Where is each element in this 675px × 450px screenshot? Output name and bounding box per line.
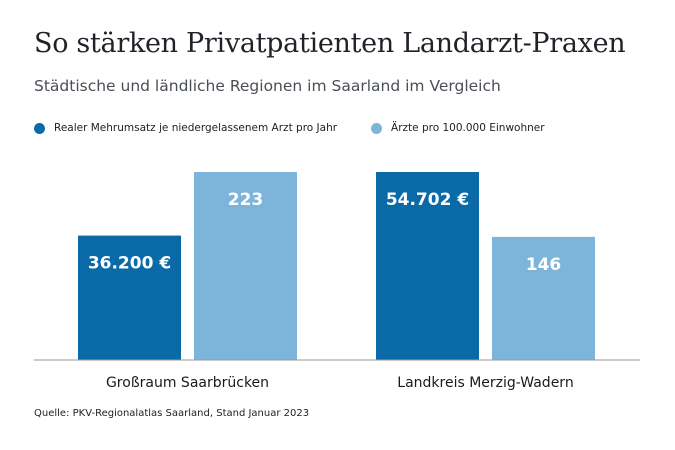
legend-swatch-aerzte: [371, 122, 383, 134]
legend-item-umsatz: Realer Mehrumsatz je niedergelassenem Ar…: [34, 122, 337, 134]
legend-item-aerzte: Ärzte pro 100.000 Einwohner: [371, 122, 545, 134]
data-label-umsatz-0: 36.200 €: [88, 254, 171, 274]
legend: Realer Mehrumsatz je niedergelassenem Ar…: [34, 122, 579, 134]
category-label-1: Landkreis Merzig-Wadern: [397, 375, 573, 391]
data-label-umsatz-1: 54.702 €: [386, 190, 469, 210]
data-label-aerzte-1: 146: [526, 255, 562, 275]
source-note: Quelle: PKV-Regionalatlas Saarland, Stan…: [34, 408, 310, 419]
legend-label-umsatz: Realer Mehrumsatz je niedergelassenem Ar…: [54, 122, 338, 134]
legend-label-aerzte: Ärzte pro 100.000 Einwohner: [391, 122, 545, 134]
legend-swatch-umsatz: [34, 122, 45, 134]
bar-umsatz-1: [376, 172, 479, 360]
bar-aerzte-0: [194, 172, 297, 360]
category-label-0: Großraum Saarbrücken: [106, 375, 269, 391]
bar-umsatz-0: [78, 235, 181, 360]
chart-title: So stärken Privatpatienten Landarzt-Prax…: [34, 28, 626, 59]
chart-subtitle: Städtische und ländliche Regionen im Saa…: [34, 77, 501, 95]
bar-aerzte-1: [492, 236, 595, 360]
data-label-aerzte-0: 223: [228, 190, 264, 210]
